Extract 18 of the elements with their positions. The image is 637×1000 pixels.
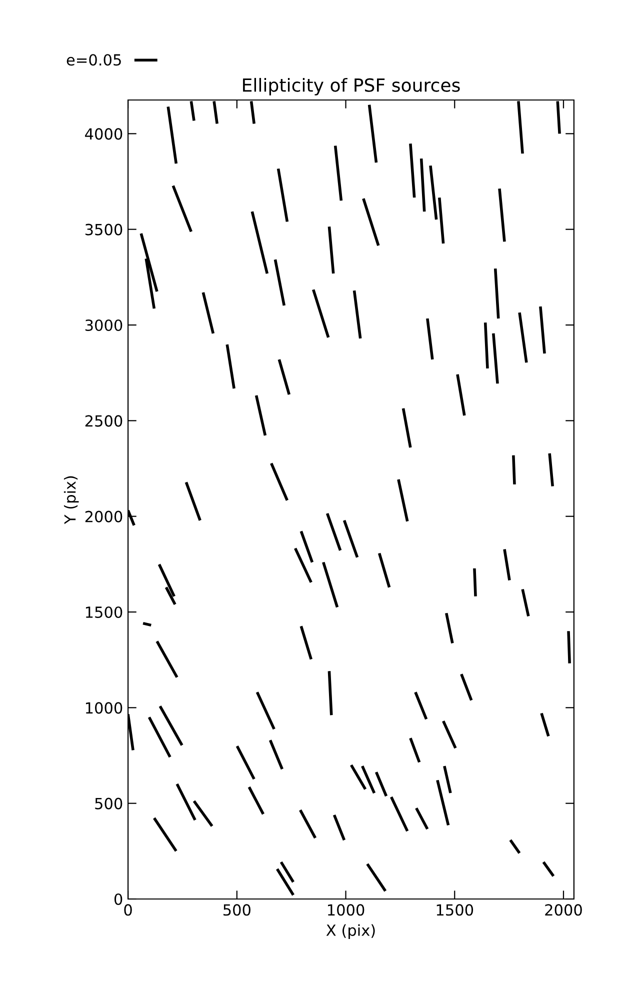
x-tick-label: 0 xyxy=(124,904,132,916)
y-tick-label: 1000 xyxy=(86,702,122,714)
x-axis-title: X (pix) xyxy=(326,924,375,939)
x-tick-label: 500 xyxy=(224,904,250,916)
y-tick-label: 1500 xyxy=(86,606,122,618)
chart-title: Ellipticity of PSF sources xyxy=(243,78,460,96)
y-tick-label: 0 xyxy=(114,893,122,906)
y-tick-label: 2500 xyxy=(85,415,122,427)
x-tick-label: 1000 xyxy=(328,904,364,916)
legend-label: e=0.05 xyxy=(66,54,121,66)
y-tick-label: 3500 xyxy=(85,224,122,236)
x-tick-label: 1500 xyxy=(436,904,474,916)
x-tick-label: 2000 xyxy=(545,904,582,916)
y-tick-label: 4000 xyxy=(85,128,122,140)
y-tick-label: 500 xyxy=(95,798,122,810)
y-tick-label: 3000 xyxy=(85,319,122,332)
y-axis-title: Y (pix) xyxy=(64,476,79,524)
y-tick-label: 2000 xyxy=(85,510,122,522)
